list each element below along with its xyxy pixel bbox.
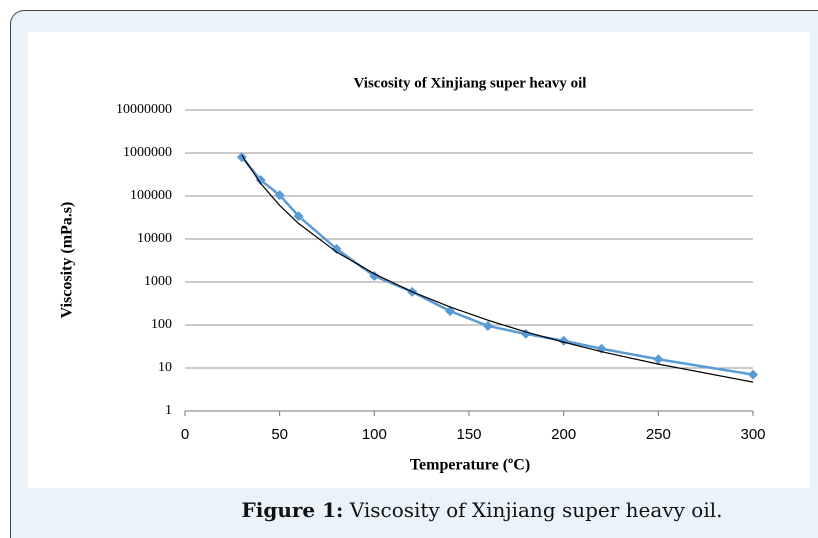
y-tick-label: 1000000 xyxy=(123,145,172,160)
y-tick-label: 100 xyxy=(151,317,172,332)
caption: Figure 1: Viscosity of Xinjiang super he… xyxy=(150,498,814,522)
data-point xyxy=(748,369,758,380)
chart-panel xyxy=(28,32,810,488)
chart-title: Viscosity of Xinjiang super heavy oil xyxy=(354,75,587,91)
y-tick-label: 1000 xyxy=(144,274,172,289)
data-point xyxy=(331,243,342,254)
caption-label: Figure 1: xyxy=(241,498,344,522)
x-tick-label: 50 xyxy=(271,426,288,443)
series-line xyxy=(241,154,754,383)
data-point xyxy=(482,320,493,331)
data-point xyxy=(369,270,380,281)
data-point xyxy=(445,306,456,317)
x-tick-label: 300 xyxy=(740,426,765,443)
x-tick-label: 250 xyxy=(646,426,671,443)
data-point xyxy=(293,211,304,222)
x-tick-label: 100 xyxy=(362,426,387,443)
y-axis-label: Viscosity (mPa.s) xyxy=(59,202,76,319)
y-tick-label: 10 xyxy=(158,360,172,375)
caption-text: Viscosity of Xinjiang super heavy oil. xyxy=(349,498,723,522)
x-tick-label: 150 xyxy=(456,426,481,443)
data-point xyxy=(255,175,266,186)
y-tick-label: 1 xyxy=(165,403,172,418)
y-tick-label: 10000 xyxy=(137,231,172,246)
y-tick-label: 10000000 xyxy=(116,102,172,117)
data-point xyxy=(653,354,664,365)
data-point xyxy=(274,190,285,201)
series-line xyxy=(240,156,754,376)
x-tick-label: 200 xyxy=(551,426,576,443)
x-axis-label: Temperature (ºC) xyxy=(410,457,530,474)
y-tick-label: 100000 xyxy=(130,188,172,203)
x-tick-label: 0 xyxy=(181,426,189,443)
